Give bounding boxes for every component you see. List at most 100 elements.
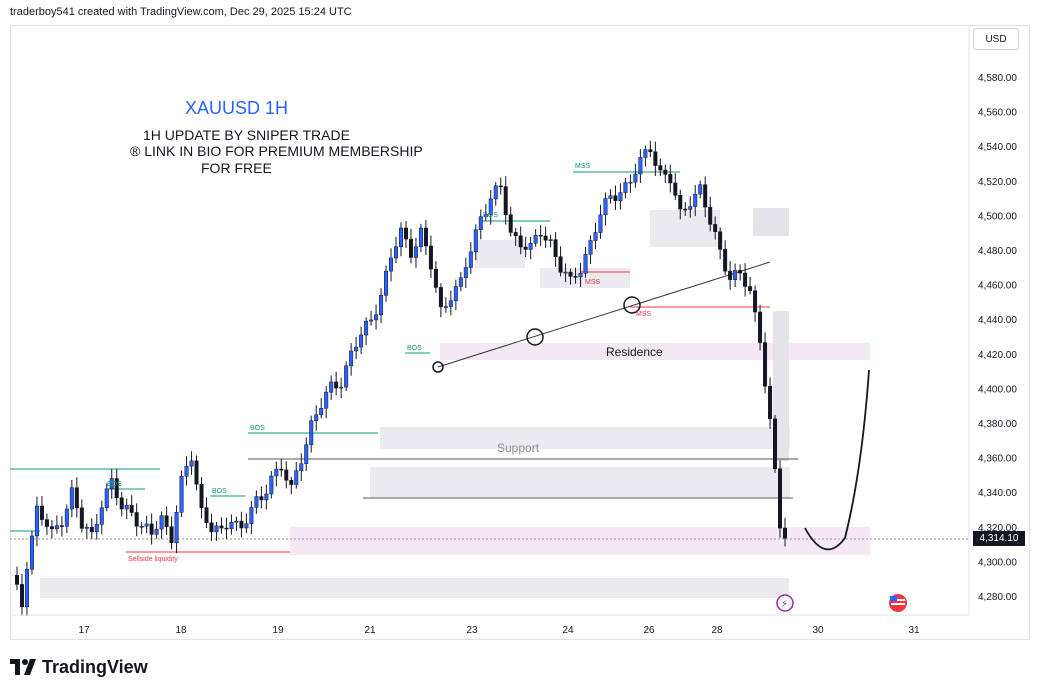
candle-body [234,520,239,523]
residence-zone [440,343,870,360]
candle-body [418,227,423,247]
candle-body [468,251,473,268]
candle-body [204,507,209,524]
candle-body [523,246,528,250]
candle-body [668,174,673,184]
candle-body [453,286,458,302]
residence-label: Residence [606,345,663,359]
candle-body [643,149,648,158]
candle-body [179,476,184,513]
sellside-liquidity-zone [290,527,870,555]
tradingview-logo-icon [10,659,36,675]
flag-stripe-icon [891,603,905,605]
candle-body [329,381,334,393]
candle-body [299,463,304,471]
lightning-event-icon[interactable] [776,594,794,612]
candle-body [518,235,523,248]
candle-body [154,528,159,535]
candle-body [49,526,54,530]
candle-body [488,198,493,215]
candle-body [708,206,713,225]
membership-caption: ® LINK IN BIO FOR PREMIUM MEMBERSHIP [130,143,423,159]
candle-body [748,286,753,292]
chart-title: XAUUSD 1H [185,98,289,118]
candle-body [64,508,69,527]
candle-body [568,271,573,277]
candle-body [743,272,748,287]
candle-body [284,469,289,481]
candle-body [583,254,588,274]
candle-body [573,276,578,278]
candle-body [374,314,379,321]
candle-body [498,185,503,188]
candle-body [493,185,498,200]
candle-body [159,515,164,530]
candle-body [69,487,74,510]
candle-body [334,381,339,389]
candle-body [528,243,533,250]
time-tick-label: 24 [562,625,574,636]
candle-body [718,231,723,250]
mss-label-low: MSS [585,279,601,286]
mss-label-top: MSS [575,163,591,170]
candle-body [713,224,718,232]
candle-body [648,149,653,153]
candle-body [74,487,79,509]
candle-body [738,270,743,274]
candle-body [54,525,59,530]
candle-body [219,525,224,529]
price-tick-label: 4,540.00 [978,142,1017,153]
candle-body [623,182,628,193]
candle-body [553,239,558,257]
candle-body [314,414,319,421]
trendline-touch-3 [623,296,641,314]
candle-body [199,484,204,508]
candle-body [44,519,49,527]
tradingview-logo[interactable]: TradingView [10,656,148,678]
candle-body [633,173,638,183]
candle-body [463,267,468,278]
candle-body [433,268,438,288]
candle-body [598,214,603,233]
time-tick-label: 21 [364,625,376,636]
candle-body [423,227,428,247]
candle-body [683,208,688,211]
candle-body [478,216,483,231]
candle-body [763,342,768,387]
candle-body [618,192,623,201]
candle-body [603,198,608,216]
candle-body [394,246,399,259]
candle-body [39,505,44,520]
support-label: Support [497,441,540,455]
currency-button[interactable]: USD [973,28,1019,50]
candle-body [753,290,758,313]
price-tick-label: 4,420.00 [978,350,1017,361]
price-tick-label: 4,400.00 [978,384,1017,395]
candle-body [249,507,254,524]
candle-body [703,184,708,208]
price-tick-label: 4,500.00 [978,211,1017,222]
candle-body [339,386,344,389]
time-axis[interactable]: 17 18 19 21 23 24 26 28 30 31 [78,625,920,636]
candle-body [19,584,24,608]
candle-body [588,240,593,255]
chart-header-caption: traderboy541 created with TradingView.co… [10,6,352,18]
candle-body [438,287,443,308]
candle-body [728,270,733,280]
candle-body [563,271,568,274]
candle-body [169,526,174,544]
candle-body [304,444,309,464]
candle-body [94,524,99,533]
candle-body [608,195,613,199]
candle-body [473,229,478,253]
candle-body [309,420,314,446]
price-axis[interactable]: 4,580.00 4,560.00 4,540.00 4,520.00 4,500.00… [978,73,1017,603]
candle-body [164,515,169,527]
candle-body [29,535,34,570]
candle-body [324,391,329,409]
candle-body [189,460,194,467]
candle-body [104,488,109,508]
candle-body [264,493,269,501]
candle-body [319,408,324,416]
